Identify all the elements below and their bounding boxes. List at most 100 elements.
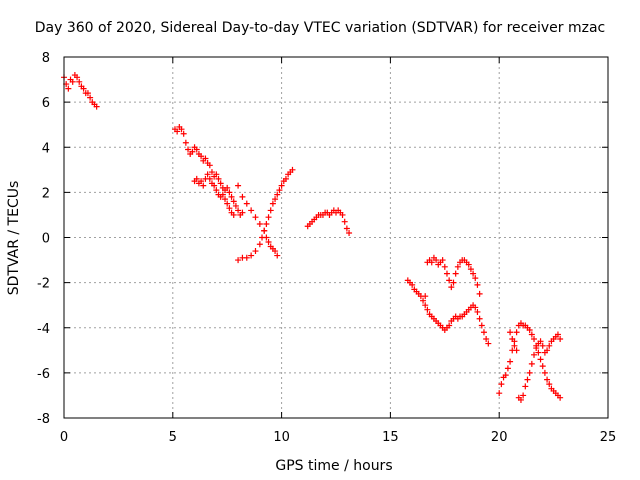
y-tick-label: -8 <box>37 412 50 427</box>
y-tick-label: 6 <box>42 96 50 111</box>
data-point <box>208 169 215 176</box>
data-point <box>537 356 544 363</box>
data-point <box>528 360 535 367</box>
y-tick-label: 0 <box>42 232 50 247</box>
data-point <box>474 308 481 315</box>
y-tick-label: 2 <box>42 186 50 201</box>
x-tick-label: 10 <box>273 430 290 445</box>
x-tick-label: 25 <box>600 430 617 445</box>
data-point <box>276 187 283 194</box>
y-tick-label: 4 <box>42 141 50 156</box>
data-point <box>84 90 91 97</box>
data-point <box>446 277 453 284</box>
data-point <box>554 331 561 338</box>
data-point <box>226 205 233 212</box>
data-point <box>474 281 481 288</box>
data-point <box>211 182 218 189</box>
data-point <box>509 336 516 343</box>
data-point <box>235 207 242 214</box>
data-point <box>541 369 548 376</box>
data-point <box>230 211 237 218</box>
y-tick-label: -6 <box>37 367 50 382</box>
data-point <box>443 270 450 277</box>
data-point <box>531 351 538 358</box>
data-point <box>263 220 270 227</box>
data-point <box>446 322 453 329</box>
data-point <box>422 293 429 300</box>
data-point <box>539 342 546 349</box>
y-tick-label: -2 <box>37 277 50 292</box>
data-point <box>204 171 211 178</box>
data-point <box>339 211 346 218</box>
plot-frame <box>63 56 609 419</box>
data-point <box>533 345 540 352</box>
data-point <box>265 214 272 221</box>
data-point <box>206 162 213 169</box>
data-point <box>259 234 266 241</box>
data-point <box>544 347 551 354</box>
data-point <box>232 202 239 209</box>
data-point <box>467 266 474 273</box>
data-point <box>274 191 281 198</box>
data-point <box>248 252 255 259</box>
data-point <box>524 376 531 383</box>
data-point <box>544 376 551 383</box>
y-tick-labels: -8 -6 -4 -2 0 2 4 6 8 <box>37 51 50 427</box>
data-point <box>185 146 192 153</box>
data-point <box>235 257 242 264</box>
data-point <box>439 257 446 264</box>
data-point <box>213 187 220 194</box>
data-point <box>409 281 416 288</box>
data-point <box>193 175 200 182</box>
data-point <box>243 200 250 207</box>
data-point <box>180 130 187 137</box>
y-axis-label: SDTVAR / TECUs <box>6 181 22 296</box>
data-point <box>239 193 246 200</box>
data-point <box>206 175 213 182</box>
data-point <box>520 392 527 399</box>
data-point <box>546 381 553 388</box>
data-point <box>513 329 520 336</box>
data-point <box>346 229 353 236</box>
data-point <box>202 155 209 162</box>
data-point <box>274 252 281 259</box>
chart-title: Day 360 of 2020, Sidereal Day-to-day VTE… <box>35 20 605 36</box>
data-point <box>182 139 189 146</box>
y-tick-label: 8 <box>42 51 50 66</box>
x-tick-label: 5 <box>169 430 177 445</box>
x-tick-label: 20 <box>491 430 508 445</box>
data-points <box>61 72 564 403</box>
data-point <box>483 336 490 343</box>
data-point <box>526 369 533 376</box>
data-point <box>507 329 514 336</box>
data-point <box>198 153 205 160</box>
x-axis-label: GPS time / hours <box>275 458 392 474</box>
data-point <box>472 275 479 282</box>
data-point <box>278 182 285 189</box>
data-point <box>517 396 524 403</box>
data-point <box>420 297 427 304</box>
data-point <box>215 175 222 182</box>
data-point <box>269 200 276 207</box>
data-point <box>74 74 81 81</box>
data-point <box>422 302 429 309</box>
data-point <box>189 148 196 155</box>
x-tick-label: 0 <box>60 430 68 445</box>
data-point <box>224 184 231 191</box>
grid-lines <box>64 57 608 418</box>
data-point <box>272 248 279 255</box>
data-point <box>235 182 242 189</box>
data-point <box>511 342 518 349</box>
data-point <box>226 189 233 196</box>
data-point <box>239 209 246 216</box>
data-point <box>341 218 348 225</box>
data-point <box>507 358 514 365</box>
data-point <box>261 227 268 234</box>
data-point <box>282 175 289 182</box>
data-point <box>93 103 100 110</box>
data-point <box>243 254 250 261</box>
data-point <box>267 207 274 214</box>
data-point <box>289 166 296 173</box>
data-point <box>228 193 235 200</box>
data-point <box>496 390 503 397</box>
